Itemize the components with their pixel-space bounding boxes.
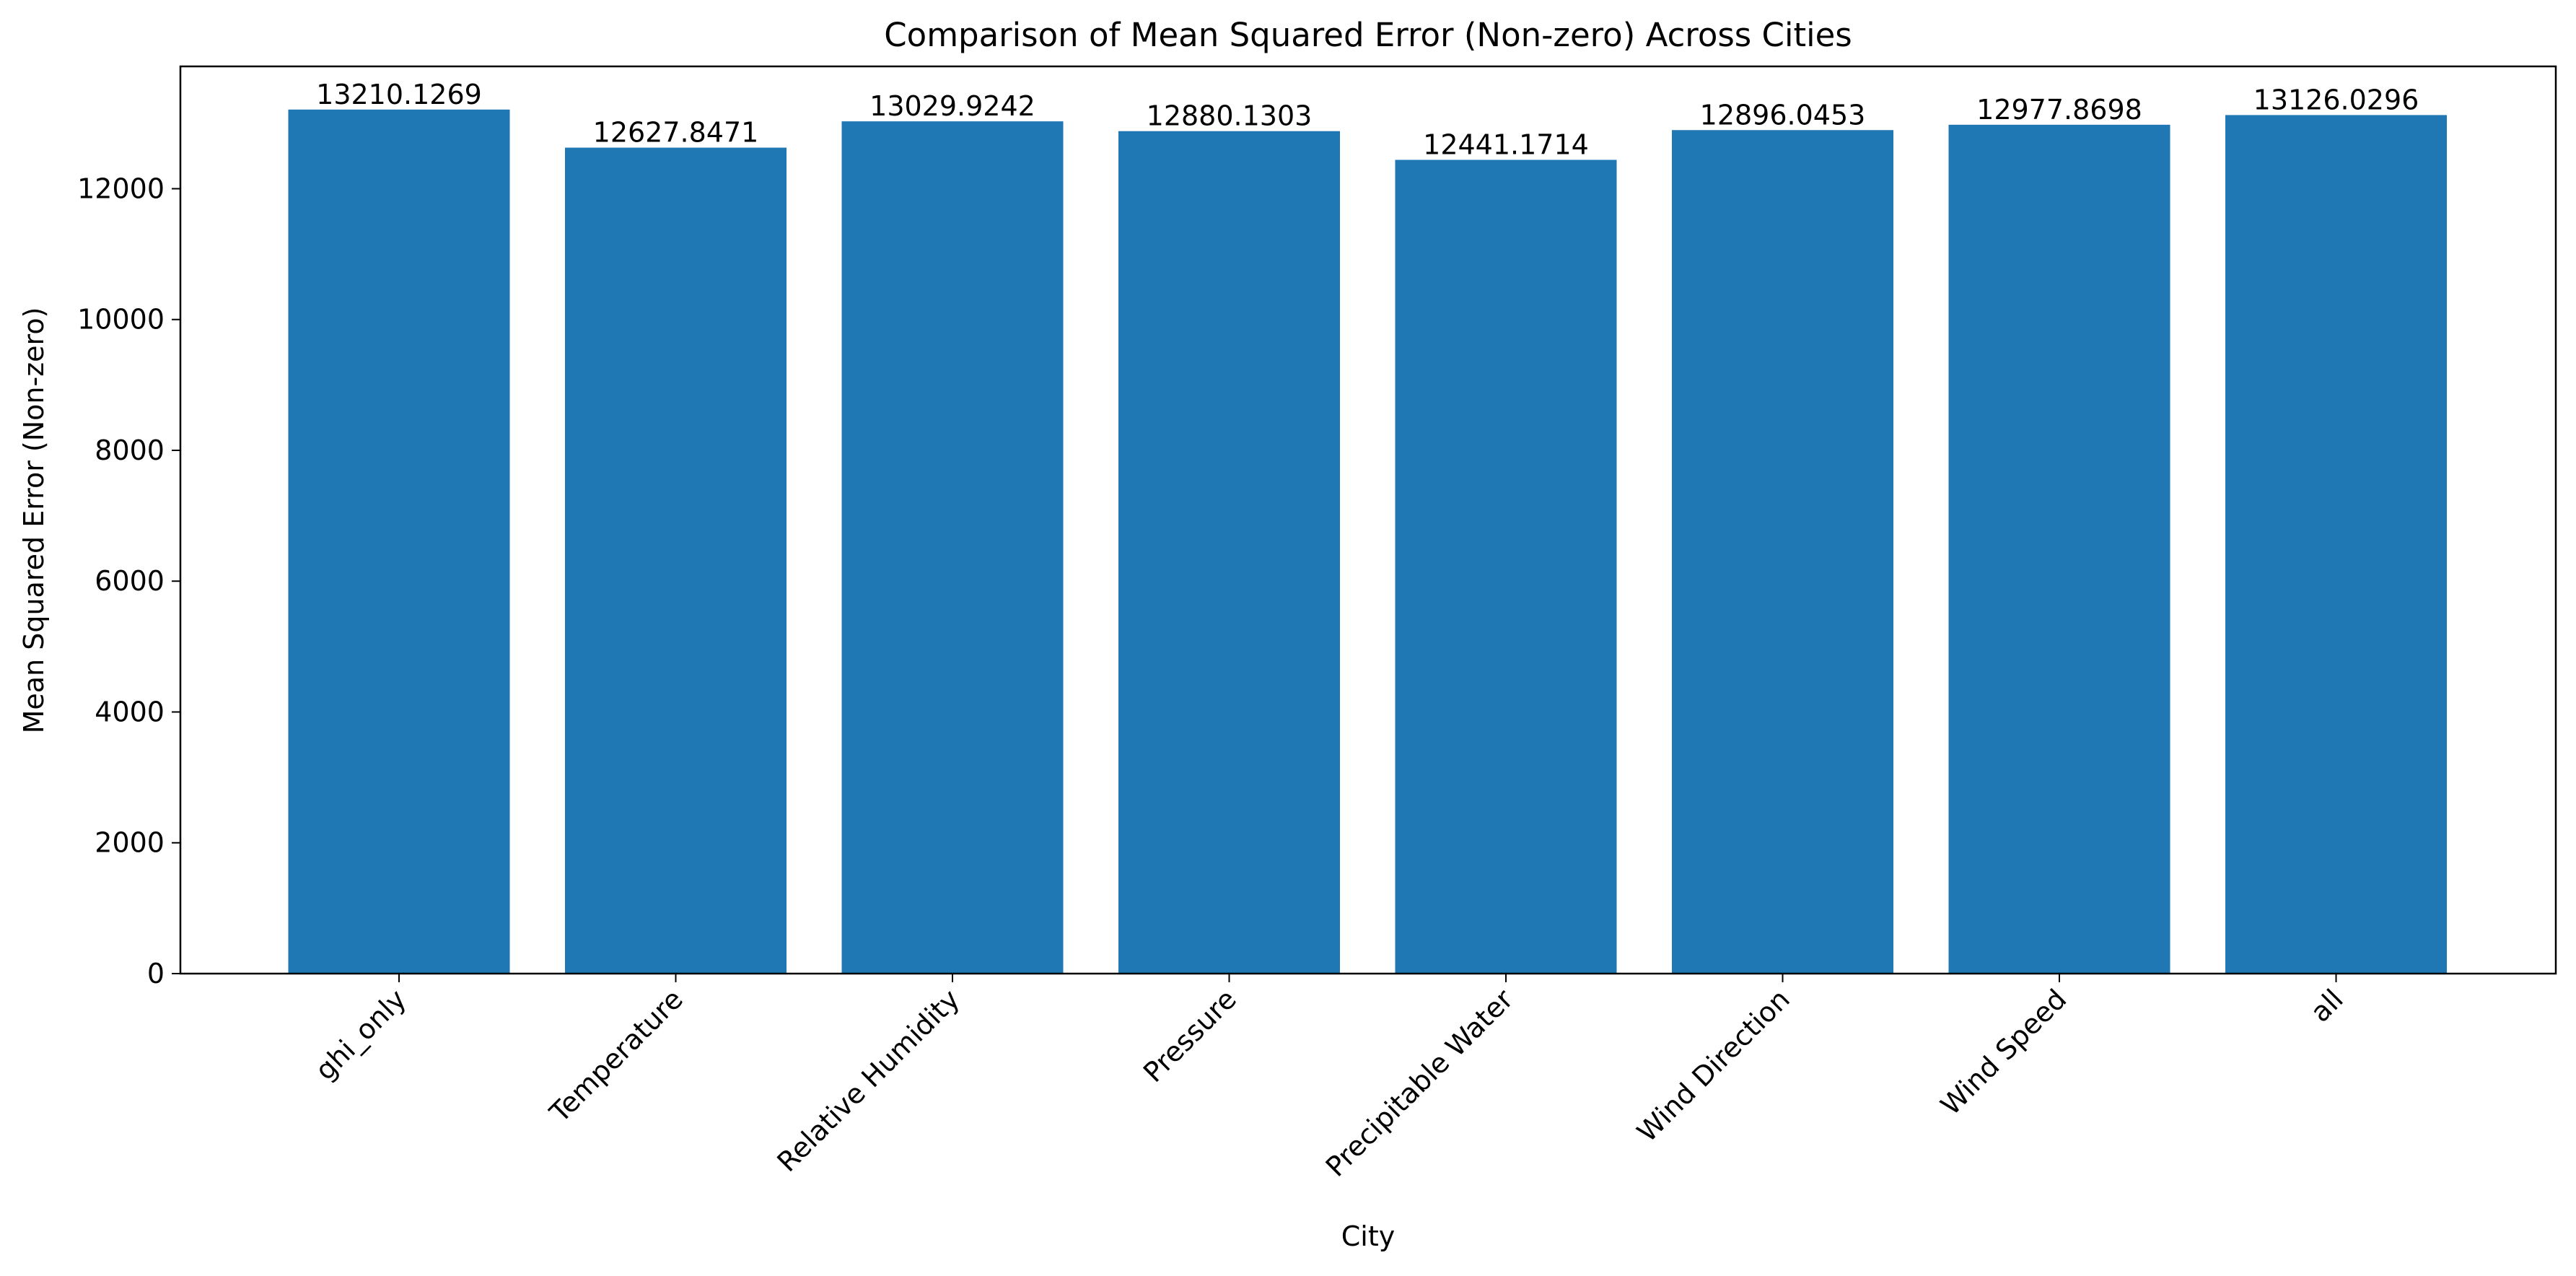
y-axis-label: Mean Squared Error (Non-zero): [18, 307, 50, 734]
data-labels-group: 13210.1269 12627.8471 13029.9242 12880.1303…: [316, 79, 2419, 161]
bar-value-label: 12896.0453: [1700, 99, 1866, 131]
bar-value-label: 13029.9242: [869, 90, 1035, 122]
bar-value-label: 12441.1714: [1423, 128, 1589, 160]
bar: [1672, 130, 1893, 974]
bar: [841, 121, 1064, 974]
y-tick-label: 10000: [77, 304, 165, 336]
y-tick-label: 6000: [95, 565, 165, 597]
bar-value-label: 13210.1269: [316, 79, 482, 110]
y-tick-label: 0: [147, 958, 165, 989]
plot-frame: [179, 65, 2557, 975]
bar: [1118, 131, 1340, 974]
bar-value-label: 12880.1303: [1147, 100, 1313, 132]
y-tick-label: 2000: [95, 827, 165, 859]
x-axis-label: City: [1341, 1220, 1395, 1252]
bar: [2225, 115, 2447, 974]
chart-title: Comparison of Mean Squared Error (Non-ze…: [884, 16, 1852, 54]
y-axis: 0 2000 4000 6000 8000 10000 12000: [77, 172, 180, 989]
bar-value-label: 13126.0296: [2253, 84, 2419, 115]
y-tick-label: 4000: [95, 696, 165, 727]
bar: [1948, 124, 2170, 974]
y-tick-label: 12000: [77, 172, 165, 204]
bar-value-label: 12977.8698: [1976, 94, 2142, 126]
bar: [288, 109, 510, 974]
y-tick-label: 8000: [95, 434, 165, 466]
bars-group: [288, 109, 2447, 974]
bar-value-label: 12627.8471: [593, 117, 759, 149]
bar: [1395, 160, 1617, 974]
bar: [565, 147, 787, 974]
